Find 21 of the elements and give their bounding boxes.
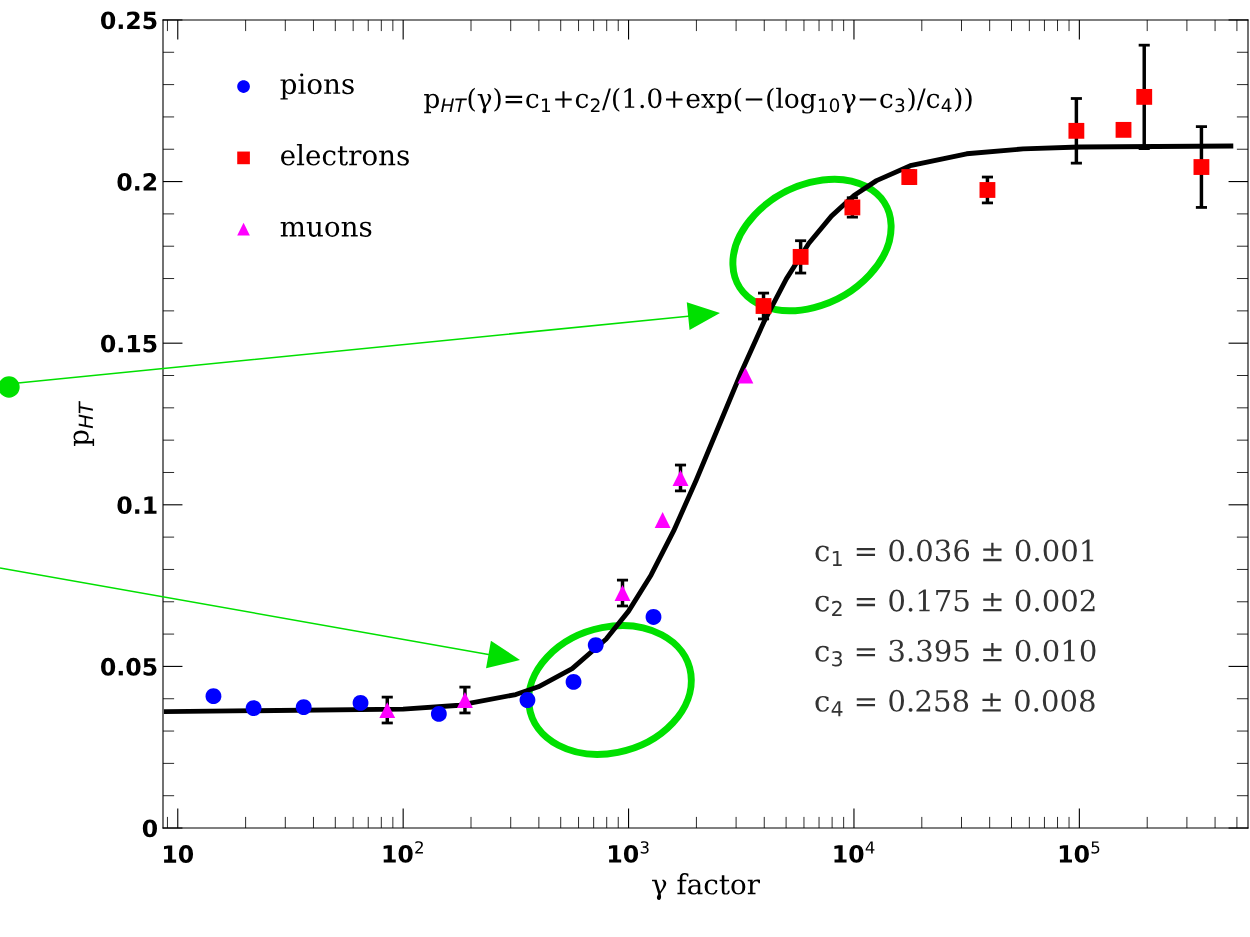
annotation: c$_{1}$ = 0.036 ± 0.001 xyxy=(815,539,1094,566)
legend-label: electrons xyxy=(281,144,409,166)
annotation: c$_{3}$ = 3.395 ± 0.010 xyxy=(815,639,1096,667)
legend-label: muons xyxy=(280,221,372,237)
x-tick-label: 10$^{5}$ xyxy=(1059,841,1100,863)
x-tick-label: 10 xyxy=(164,845,194,863)
y-tick-label: 0.2 xyxy=(117,173,157,191)
y-tick-label: 0.1 xyxy=(117,496,157,515)
legend-label: pions xyxy=(280,73,354,100)
annotation: c$_{2}$ = 0.175 ± 0.002 xyxy=(815,589,1095,617)
text: p$_{HT}$(γ)=c$_{1}$+c$_{2}$/(1.0+exp(−(log$_{10}$γ−c$_{3}$)/c$_{4}$)) xyxy=(424,87,972,114)
x-tick-label: 10$^{3}$ xyxy=(609,841,649,863)
annotation: c$_{4}$ = 0.258 ± 0.008 xyxy=(815,689,1095,717)
x-tick-label: 10$^{2}$ xyxy=(383,841,423,863)
y-tick-label: 0.25 xyxy=(101,11,157,30)
y-axis-title: p$_{HT}$ xyxy=(73,400,95,446)
y-tick-label: 0.15 xyxy=(101,334,157,353)
x-tick-label: 10$^{4}$ xyxy=(834,841,875,863)
y-tick-label: 0 xyxy=(142,819,158,838)
x-axis-title: γ factor xyxy=(652,873,760,901)
y-tick-label: 0.05 xyxy=(101,657,157,676)
